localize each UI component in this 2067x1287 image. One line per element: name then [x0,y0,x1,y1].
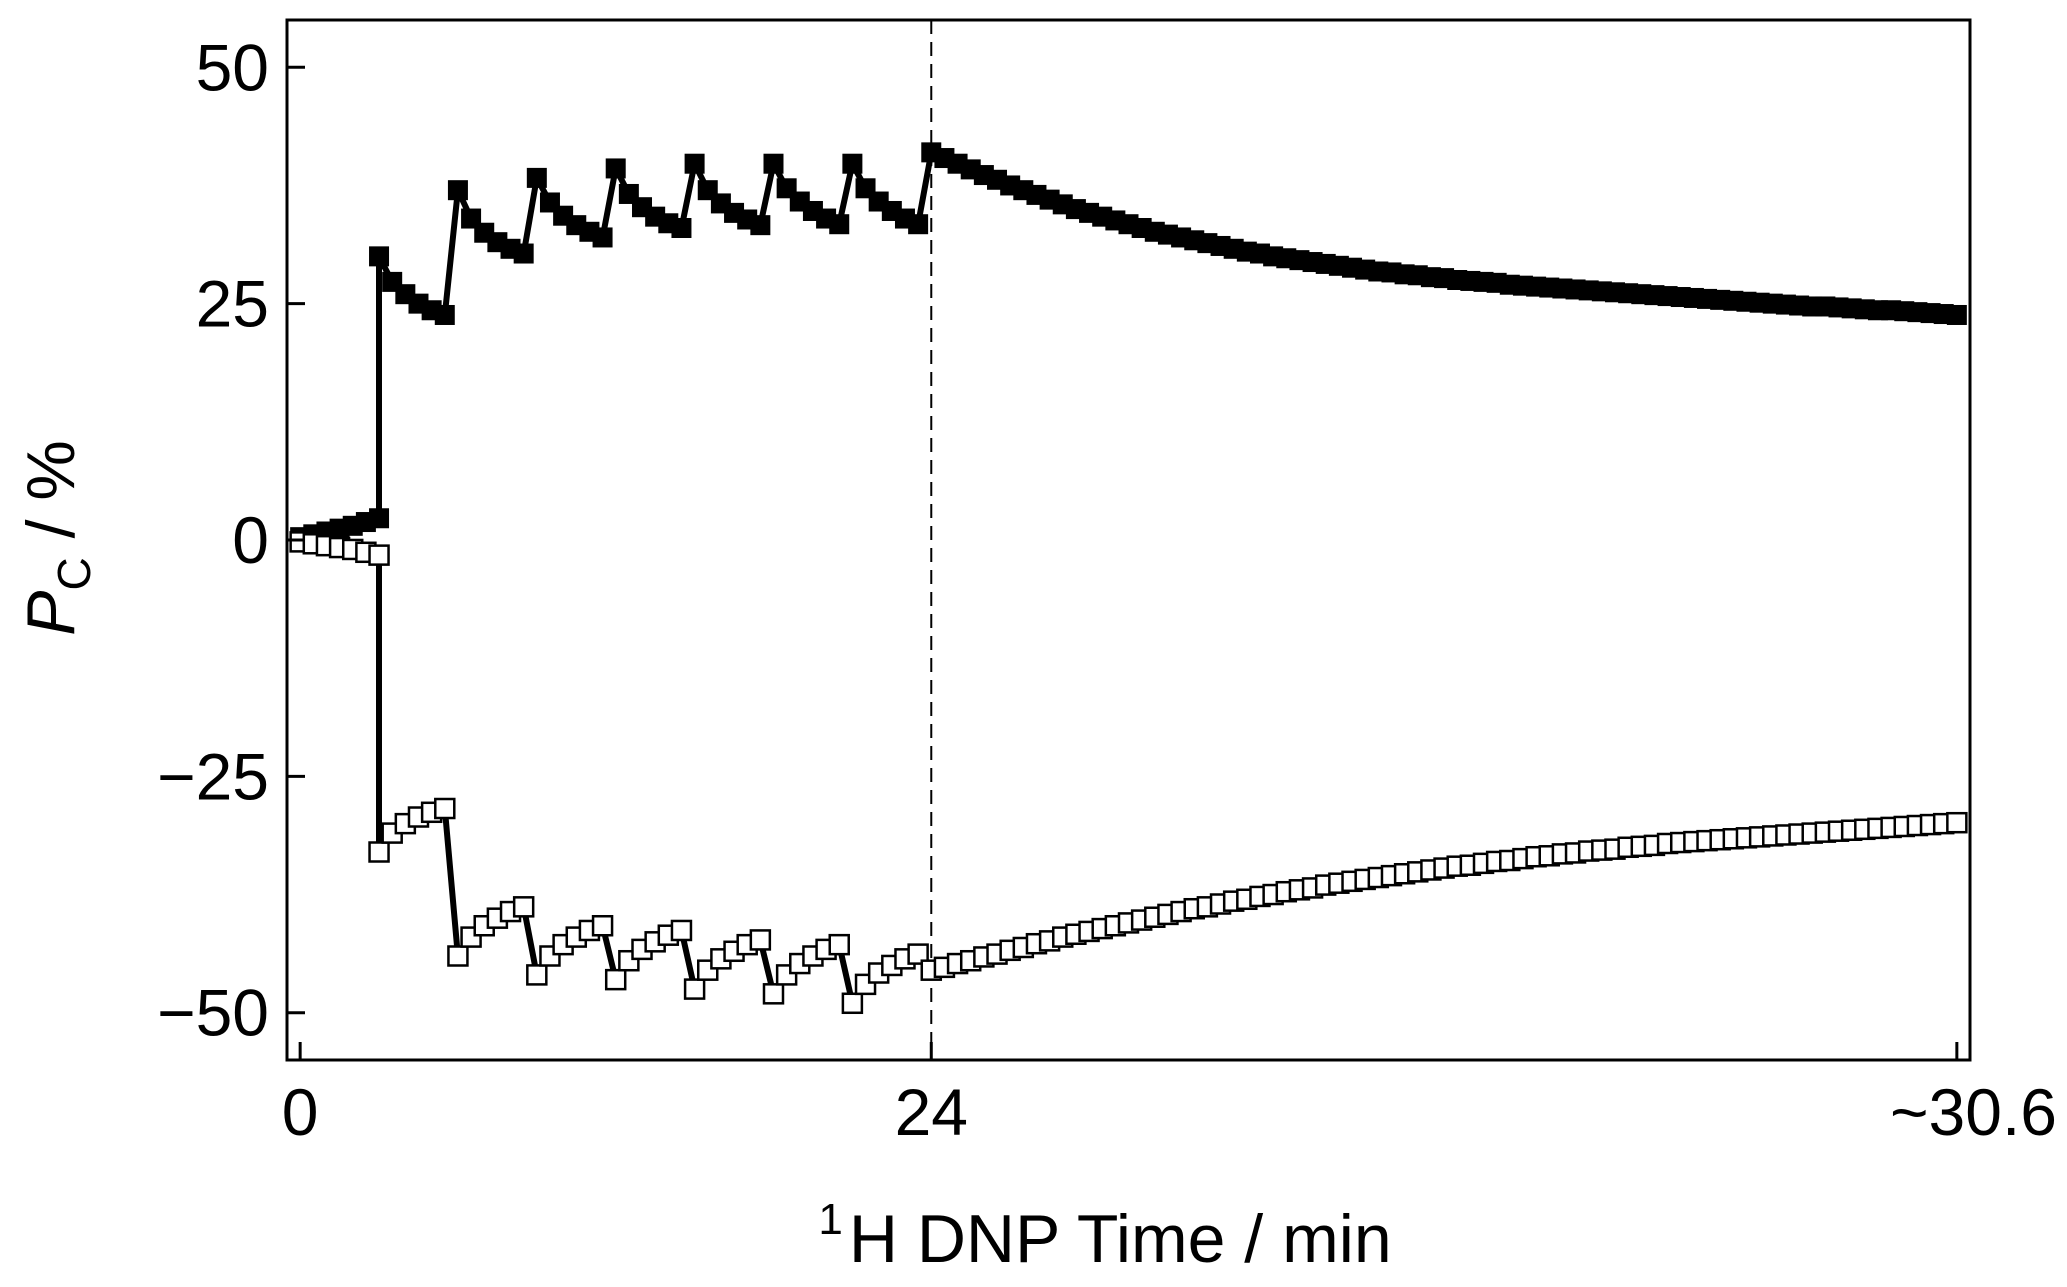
data-point-filled-square [513,243,534,264]
chart-marks [289,20,1968,1060]
data-point-filled-square [605,158,626,179]
data-point-open-square [1946,811,1968,834]
data-point-filled-square [447,180,468,201]
x-axis-title-superscript: 1 [818,1195,842,1244]
data-point-open-square [368,544,390,566]
data-point-filled-square [592,227,613,248]
data-point-open-square [604,968,627,991]
data-point-open-square [368,841,390,863]
data-point-filled-square [763,153,784,174]
y-tick-label: −25 [157,739,269,813]
y-axis-title: PC / % [13,440,100,636]
data-point-filled-square [908,214,929,235]
data-point-filled-square [842,153,863,174]
data-point-open-square [907,943,929,965]
data-point-filled-square [434,304,455,325]
data-point-open-square [749,929,772,951]
data-point-filled-square [526,167,547,188]
data-point-open-square [841,992,864,1015]
y-tick-label: 50 [196,30,269,104]
y-axis-title-rest: / % [13,440,89,557]
x-axis-title-text: H DNP Time / min [849,1201,1392,1277]
data-point-open-square [591,914,614,937]
data-point-open-square [526,964,548,986]
x-axis-title: 1H DNP Time / min [818,1195,1391,1277]
data-point-filled-square [684,153,705,174]
data-point-open-square [434,797,456,820]
data-point-open-square [447,945,469,967]
y-tick-label: 0 [232,503,269,577]
data-point-filled-square [671,218,692,238]
axis-ticks [287,65,1959,1060]
data-point-open-square [512,896,535,918]
y-tick-label: 25 [196,267,269,341]
data-point-filled-square [369,246,390,267]
data-point-open-square [828,933,850,956]
x-tick-label: ~30.6 [1890,1075,2057,1149]
y-tick-label: −50 [157,976,269,1050]
x-tick-label: 0 [282,1075,319,1149]
data-point-filled-square [829,214,850,235]
data-point-open-square [683,978,706,1000]
data-point-filled-square [750,215,771,236]
data-point-open-square [670,919,693,942]
data-point-open-square [762,983,785,1005]
x-tick-label: 24 [895,1075,968,1149]
data-point-filled-square [1946,304,1967,325]
y-axis-title-italic: P [13,591,89,636]
data-point-filled-square [369,508,390,529]
y-axis-title-subscript: C [48,557,100,590]
series-line-2 [299,538,1958,1007]
